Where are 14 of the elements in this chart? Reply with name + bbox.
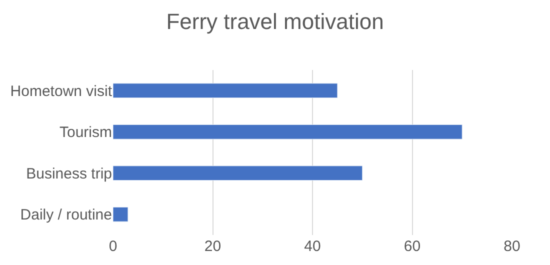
x-tick-label: 80 [504,238,520,255]
y-tick-label: Daily / routine [20,206,112,224]
x-tick-label: 40 [304,238,321,255]
y-tick-label: Hometown visit [10,82,113,100]
bar [113,206,128,222]
bar [113,83,338,98]
x-tick-label: 60 [404,238,421,255]
chart-title: Ferry travel motivation [166,8,384,34]
y-tick-label: Business trip [26,165,112,182]
x-tick-label: 20 [204,238,222,255]
y-tick-label: Tourism [59,124,112,142]
x-tick-label: 0 [108,238,118,255]
bar [113,124,462,140]
bar [113,166,363,181]
